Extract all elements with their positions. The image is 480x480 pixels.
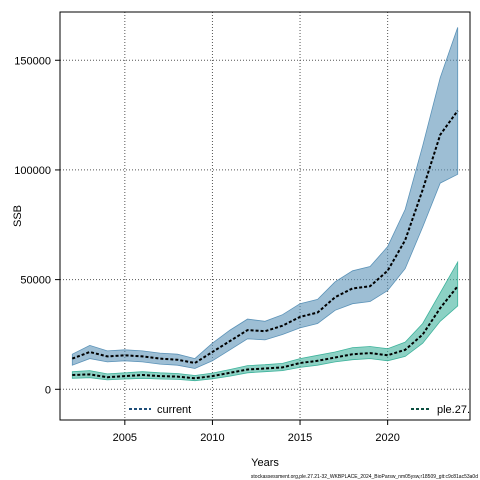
- y-tick-label: 150000: [14, 55, 51, 67]
- x-tick-label: 2020: [375, 432, 399, 444]
- legend-label-current: current: [157, 404, 191, 416]
- x-axis-label: Years: [251, 457, 279, 469]
- confidence-band-current: [71, 27, 459, 369]
- confidence-bands: [71, 27, 459, 382]
- legend: current ple.27.: [129, 404, 470, 416]
- axis-ticks: 2005 2010 2015 2020 0 50000 100000 150000: [14, 55, 400, 444]
- x-tick-label: 2015: [288, 432, 312, 444]
- y-tick-label: 0: [45, 384, 51, 396]
- legend-label-ple27: ple.27.: [437, 404, 470, 416]
- footnote: stockassessment.org,ple.27.21-32_WKBPLAC…: [251, 474, 478, 480]
- confidence-band-ple27: [71, 260, 459, 382]
- x-tick-label: 2010: [200, 432, 224, 444]
- x-tick-label: 2005: [113, 432, 137, 444]
- y-tick-label: 50000: [20, 275, 51, 287]
- plot-frame: [59, 11, 471, 421]
- series-line-current: [71, 110, 459, 365]
- series-lines: [71, 110, 459, 380]
- legend-entry-current: current: [129, 404, 191, 416]
- legend-entry-ple27: ple.27.: [411, 404, 470, 416]
- y-axis-label: SSB: [12, 205, 24, 227]
- y-tick-label: 100000: [14, 165, 51, 177]
